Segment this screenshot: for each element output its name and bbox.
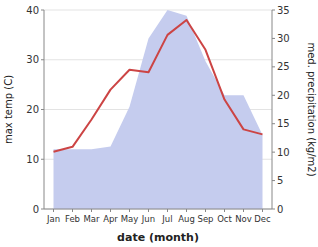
y2-tick-label: 20	[277, 90, 290, 101]
x-tick-label: Nov	[235, 214, 252, 224]
chart-container: 01020304005101520253035JanFebMarAprMayJu…	[0, 0, 318, 247]
x-tick	[72, 209, 73, 212]
x-tick	[53, 209, 54, 212]
x-axis-line	[44, 209, 272, 210]
line	[54, 20, 263, 152]
y-tick	[41, 159, 44, 160]
grid-line	[44, 209, 272, 210]
y2-tick-label: 25	[277, 61, 290, 72]
y2-tick-label: 15	[277, 118, 290, 129]
y2-tick	[272, 152, 275, 153]
x-tick	[186, 209, 187, 212]
x-tick-label: Apr	[103, 214, 118, 224]
x-tick-label: Dec	[254, 214, 271, 224]
y2-tick-label: 0	[277, 204, 283, 215]
x-tick-label: May	[121, 214, 139, 224]
y-axis-label: max temp (C)	[3, 75, 14, 144]
y-tick-label: 10	[26, 154, 39, 165]
x-tick-label: Jan	[46, 214, 60, 224]
y2-tick	[272, 10, 275, 11]
x-tick-label: Oct	[217, 214, 232, 224]
x-tick	[243, 209, 244, 212]
y-tick-label: 20	[26, 104, 39, 115]
x-tick	[167, 209, 168, 212]
y2-tick	[272, 66, 275, 67]
area	[54, 10, 263, 209]
grid-line	[44, 10, 272, 11]
y2-tick-label: 10	[277, 147, 290, 158]
x-tick	[262, 209, 263, 212]
y2-tick	[272, 95, 275, 96]
y2-tick-label: 5	[277, 175, 283, 186]
y2-tick	[272, 209, 275, 210]
y-tick	[41, 209, 44, 210]
x-tick	[205, 209, 206, 212]
x-tick-label: Jun	[141, 214, 155, 224]
y-tick	[41, 109, 44, 110]
chart: 01020304005101520253035JanFebMarAprMayJu…	[0, 0, 318, 247]
y2-tick	[272, 123, 275, 124]
y-tick-label: 0	[33, 204, 39, 215]
y-tick	[41, 59, 44, 60]
y-tick	[41, 10, 44, 11]
plot-area	[54, 10, 263, 209]
y2-tick	[272, 180, 275, 181]
y2-tick-label: 35	[277, 5, 290, 16]
y2-tick-label: 30	[277, 33, 290, 44]
x-tick	[110, 209, 111, 212]
x-tick-label: Sep	[197, 214, 213, 224]
y2-tick	[272, 38, 275, 39]
y-tick-label: 30	[26, 54, 39, 65]
x-tick-label: Mar	[83, 214, 100, 224]
y2-axis-line	[272, 10, 273, 209]
x-tick-label: Aug	[178, 214, 195, 224]
x-tick	[148, 209, 149, 212]
x-tick-label: Feb	[65, 214, 80, 224]
axes: 01020304005101520253035JanFebMarAprMayJu…	[26, 5, 289, 225]
y-tick-label: 40	[26, 5, 39, 16]
x-tick-label: Jul	[161, 214, 172, 224]
x-tick	[129, 209, 130, 212]
grid	[44, 10, 272, 209]
x-tick	[91, 209, 92, 212]
y2-axis-label: med. precipitation (kg/m2)	[306, 42, 317, 176]
x-axis-label: date (month)	[117, 231, 199, 244]
x-tick	[224, 209, 225, 212]
